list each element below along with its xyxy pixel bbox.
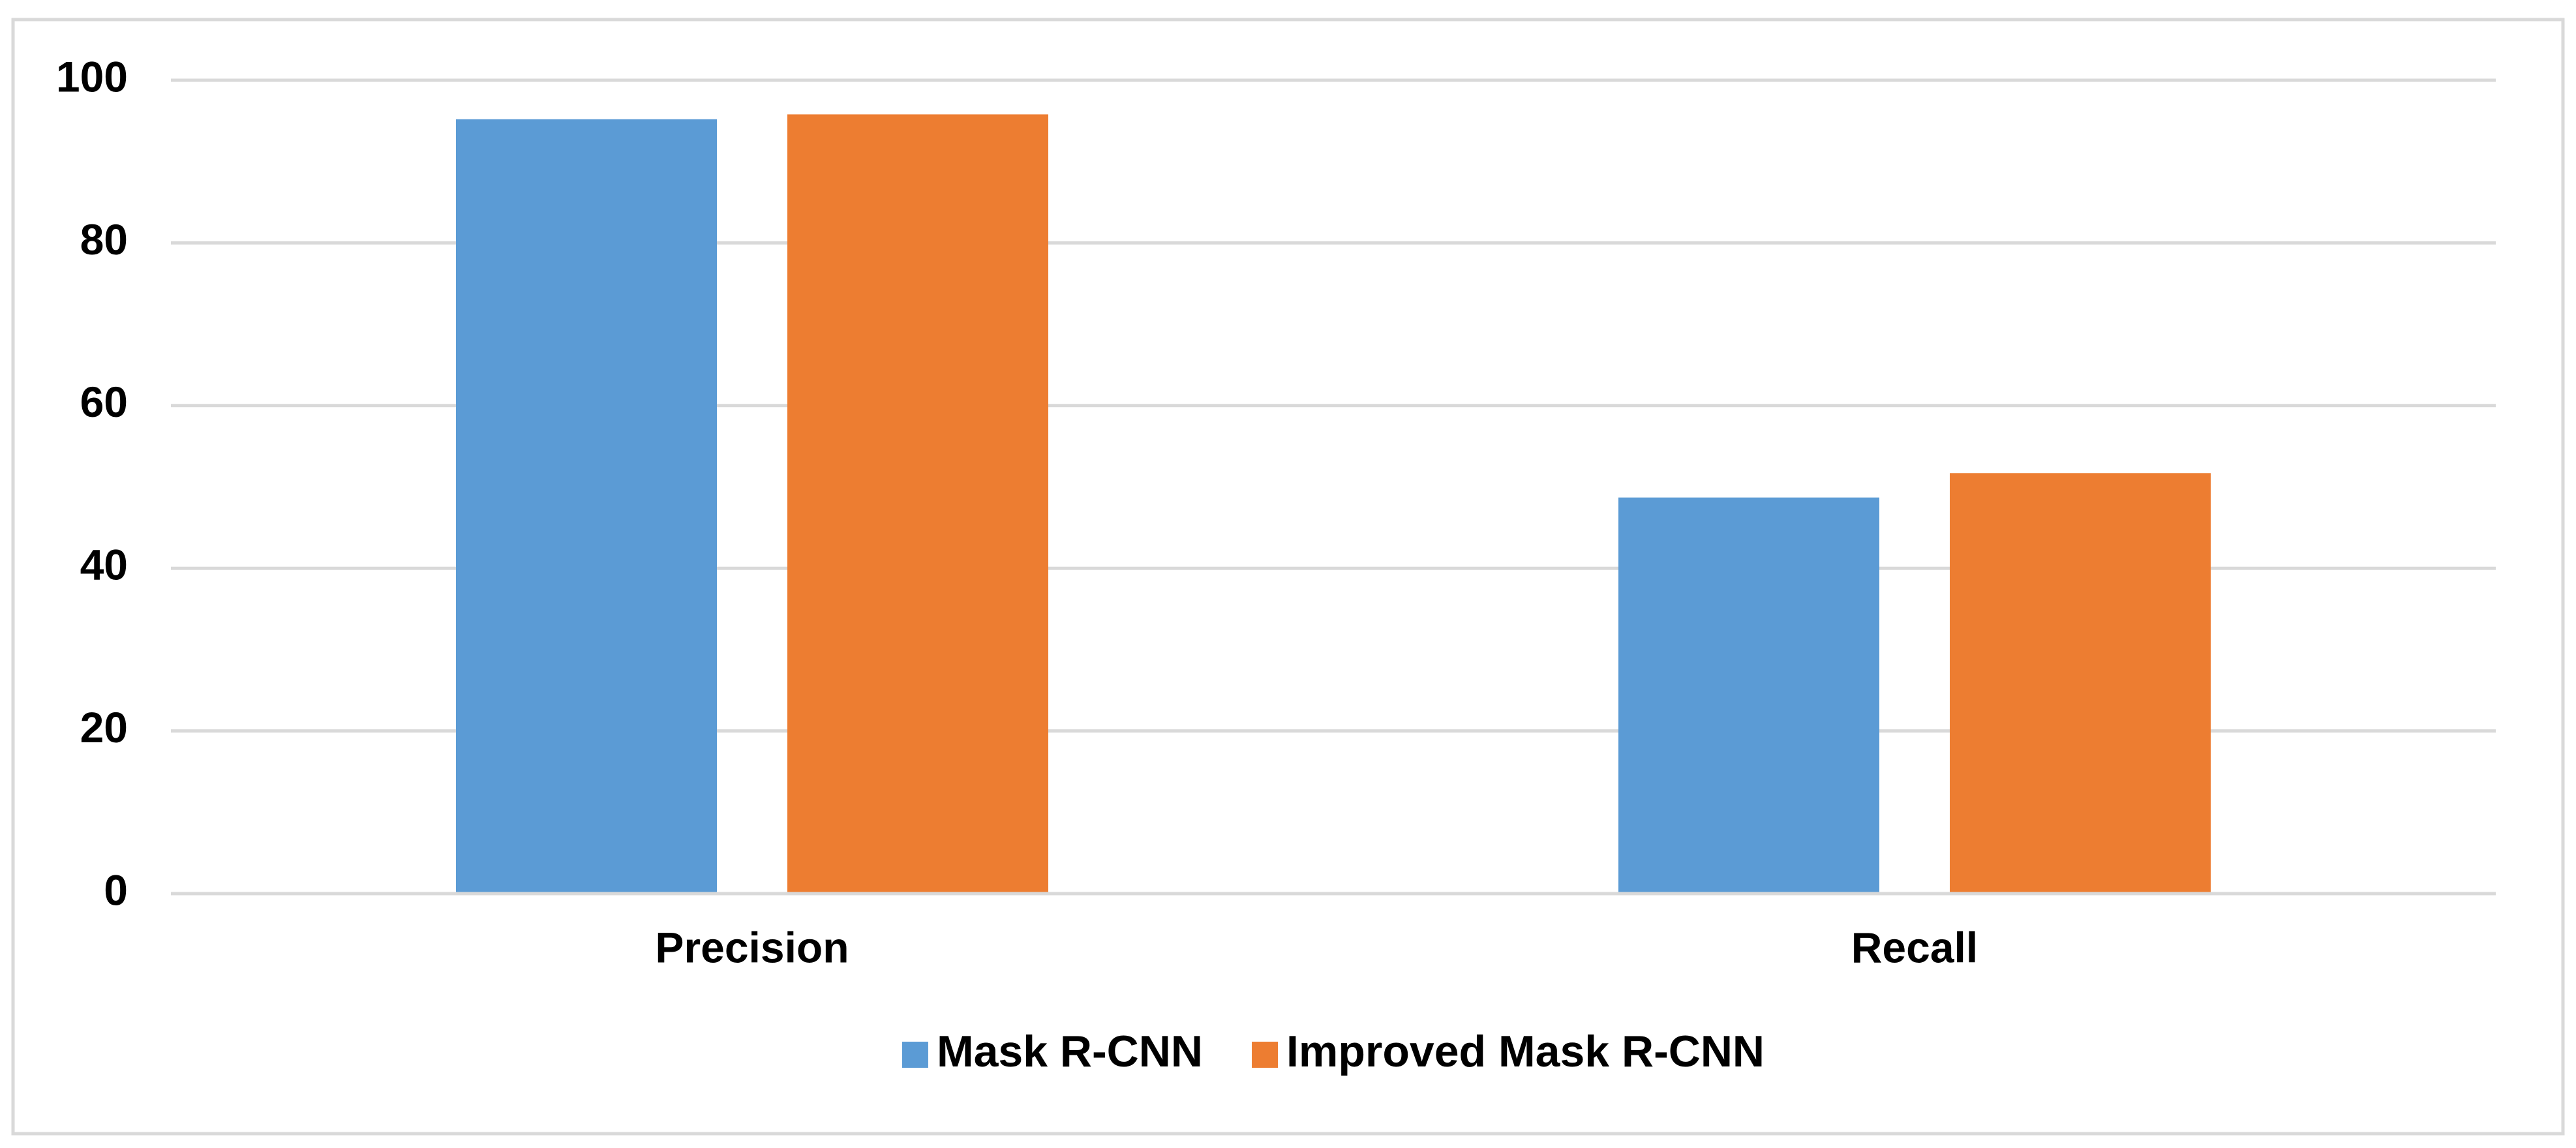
- bar: [1618, 497, 1879, 894]
- x-tick-label: Precision: [655, 923, 849, 971]
- x-tick-label: Recall: [1851, 923, 1978, 971]
- legend-label: Mask R-CNN: [937, 1027, 1203, 1076]
- y-tick-label: 80: [80, 215, 128, 264]
- bar: [787, 114, 1048, 894]
- y-tick-label: 40: [80, 541, 128, 589]
- legend-label: Improved Mask R-CNN: [1286, 1027, 1765, 1076]
- y-tick-label: 20: [80, 703, 128, 751]
- bar: [456, 119, 717, 894]
- y-tick-label: 100: [56, 52, 128, 100]
- legend-swatch: [902, 1042, 928, 1068]
- bar: [1950, 473, 2211, 894]
- legend-swatch: [1252, 1042, 1279, 1068]
- y-tick-label: 60: [80, 378, 128, 426]
- y-tick-label: 0: [104, 866, 128, 914]
